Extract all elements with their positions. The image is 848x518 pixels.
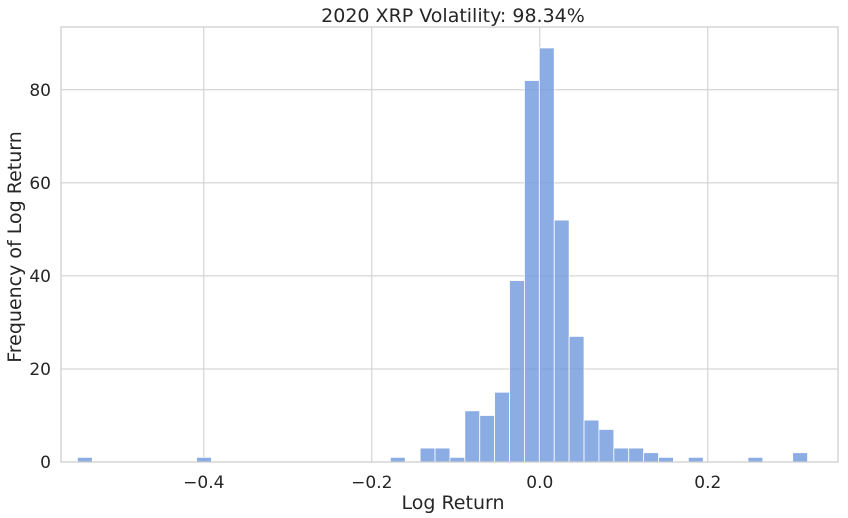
histogram-bar	[464, 410, 481, 463]
y-tick-labels: 0 20 40 60 80	[29, 81, 51, 473]
histogram-bar	[568, 335, 585, 463]
histogram-bar	[538, 47, 555, 463]
histogram-bar	[687, 456, 704, 463]
plot-frame	[60, 26, 839, 463]
x-tick-label: 0.2	[694, 473, 721, 493]
chart-title: 2020 XRP Volatility: 98.34%	[321, 5, 585, 27]
histogram-bar	[524, 80, 540, 463]
x-tick-label: −0.4	[183, 473, 224, 493]
y-tick-label: 60	[29, 174, 51, 194]
histogram-bar	[509, 280, 525, 463]
x-tick-label: 0.0	[526, 473, 553, 493]
histogram-bar	[747, 456, 764, 463]
histogram-bars	[76, 47, 808, 463]
y-tick-label: 20	[29, 360, 51, 380]
histogram-bar	[196, 456, 212, 463]
histogram-bar	[792, 452, 808, 463]
histogram-bar	[553, 219, 570, 463]
histogram-bar	[479, 415, 496, 463]
y-tick-label: 80	[29, 81, 51, 101]
y-tick-label: 40	[29, 267, 51, 287]
histogram-bar	[643, 452, 659, 463]
x-tick-labels: −0.4 −0.2 0.0 0.2	[183, 473, 721, 493]
histogram-bar	[449, 456, 466, 463]
histogram-bar	[613, 447, 630, 463]
histogram-bar	[658, 456, 674, 463]
histogram-bar	[389, 456, 406, 463]
y-tick-label: 0	[40, 453, 51, 473]
histogram-bar	[76, 456, 93, 463]
histogram-bar	[628, 447, 645, 463]
x-axis-label: Log Return	[401, 492, 504, 514]
histogram-bar	[419, 447, 436, 463]
x-tick-label: −0.2	[351, 473, 392, 493]
histogram-bar	[598, 429, 615, 463]
histogram-bar	[434, 447, 451, 463]
histogram-bar	[494, 391, 510, 463]
histogram-bar	[583, 419, 600, 463]
grid-lines	[61, 27, 838, 463]
y-axis-label: Frequency of Log Return	[4, 131, 26, 363]
